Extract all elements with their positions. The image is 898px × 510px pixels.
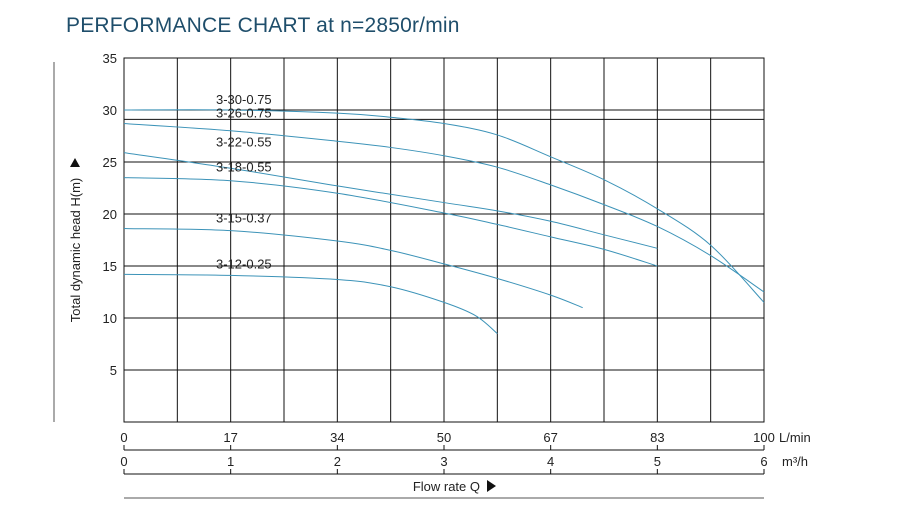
x-axis-m3h-tick-label: 3 xyxy=(440,454,447,469)
x-axis-m3h-tick-label: 2 xyxy=(334,454,341,469)
curve-group: 3-30-0.753-26-0.75 3-22-0.55 3-18-0.55 3-15… xyxy=(123,92,765,334)
x-axis-m3h-tick-label: 6 xyxy=(760,454,767,469)
y-tick-labels: 5 10 15 20 25 30 35 xyxy=(103,51,117,378)
y-tick-label: 30 xyxy=(103,103,117,118)
x-axis-lmin-tick-label: 83 xyxy=(650,430,664,445)
x-axis-lmin-tick-label: 17 xyxy=(223,430,237,445)
x-axis-label: Flow rate Q xyxy=(413,479,480,494)
x-axis-lmin-tick-label: 67 xyxy=(543,430,557,445)
y-tick-label: 10 xyxy=(103,311,117,326)
x-axis-m3h-tick-label: 1 xyxy=(227,454,234,469)
y-axis-arrow-icon xyxy=(70,158,80,167)
series-label: 3-30-0.75 xyxy=(216,92,272,107)
curve-3-30-0.75 xyxy=(123,109,765,303)
x-axis-m3h-tick-label: 5 xyxy=(654,454,661,469)
x-axis-lmin-unit: L/min xyxy=(779,430,811,445)
series-label: 3-18-0.55 xyxy=(216,160,272,175)
curve-3-12-0.25 xyxy=(123,273,498,334)
curve-3-15-0.37 xyxy=(123,228,583,309)
x-axis-arrow-icon xyxy=(487,480,496,492)
x-axis-lmin-tick-label: 34 xyxy=(330,430,344,445)
series-label: 3-26-0.75 xyxy=(216,106,272,121)
y-tick-label: 20 xyxy=(103,207,117,222)
series-label: 3-12-0.25 xyxy=(216,256,272,271)
y-tick-label: 35 xyxy=(103,51,117,66)
series-label: 3-22-0.55 xyxy=(216,135,272,150)
curve-3-18-0.55 xyxy=(123,177,658,267)
x-axis-lmin-tick-label: 50 xyxy=(437,430,451,445)
y-tick-label: 5 xyxy=(110,363,117,378)
x-axis-m3h-unit: m³/h xyxy=(782,454,808,469)
y-axis-label: Total dynamic head H(m) xyxy=(68,178,83,323)
y-tick-label: 15 xyxy=(103,259,117,274)
y-axis-title: Total dynamic head H(m) xyxy=(68,178,83,323)
x-axis-lmin-tick-label: 100 xyxy=(753,430,775,445)
page-title: PERFORMANCE CHART at n=2850r/min xyxy=(66,14,460,37)
x-axis-m3h-tick-label: 0 xyxy=(120,454,127,469)
series-label: 3-15-0.37 xyxy=(216,211,272,226)
x-axis-lmin-tick-label: 0 xyxy=(120,430,127,445)
chart-grid xyxy=(123,57,765,423)
curve-3-26-0.75 xyxy=(123,123,765,293)
x-axis-m3h-tick-label: 4 xyxy=(547,454,554,469)
y-tick-label: 25 xyxy=(103,155,117,170)
curve-3-22-0.55 xyxy=(123,152,658,249)
